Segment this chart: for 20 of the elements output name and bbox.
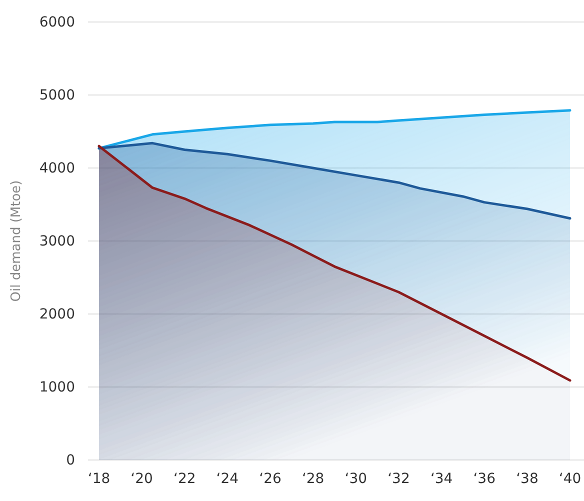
y-tick-label: 3000 bbox=[39, 233, 75, 250]
x-tick-label: ‘38 bbox=[516, 470, 538, 487]
y-tick-label: 2000 bbox=[39, 306, 75, 322]
y-tick-label: 5000 bbox=[39, 87, 75, 104]
x-tick-label: ‘18 bbox=[88, 470, 110, 487]
x-tick-label: ‘28 bbox=[302, 470, 324, 487]
y-tick-label: 6000 bbox=[39, 14, 75, 30]
x-tick-label: ‘32 bbox=[388, 470, 410, 487]
y-tick-label: 1000 bbox=[39, 379, 75, 396]
y-tick-label: 4000 bbox=[39, 160, 75, 176]
x-tick-label: ‘30 bbox=[344, 470, 368, 487]
x-tick-label: ‘34 bbox=[430, 470, 453, 487]
x-tick-label: ‘40 bbox=[558, 470, 582, 487]
x-tick-label: ‘22 bbox=[174, 470, 196, 487]
y-tick-label: 0 bbox=[66, 452, 75, 468]
x-tick-label: ‘24 bbox=[216, 470, 239, 487]
y-axis-title: Oil demand (Mtoe) bbox=[9, 180, 24, 302]
x-tick-label: ‘36 bbox=[473, 470, 496, 487]
x-tick-label: ‘20 bbox=[130, 470, 153, 487]
x-tick-label: ‘26 bbox=[259, 470, 282, 487]
